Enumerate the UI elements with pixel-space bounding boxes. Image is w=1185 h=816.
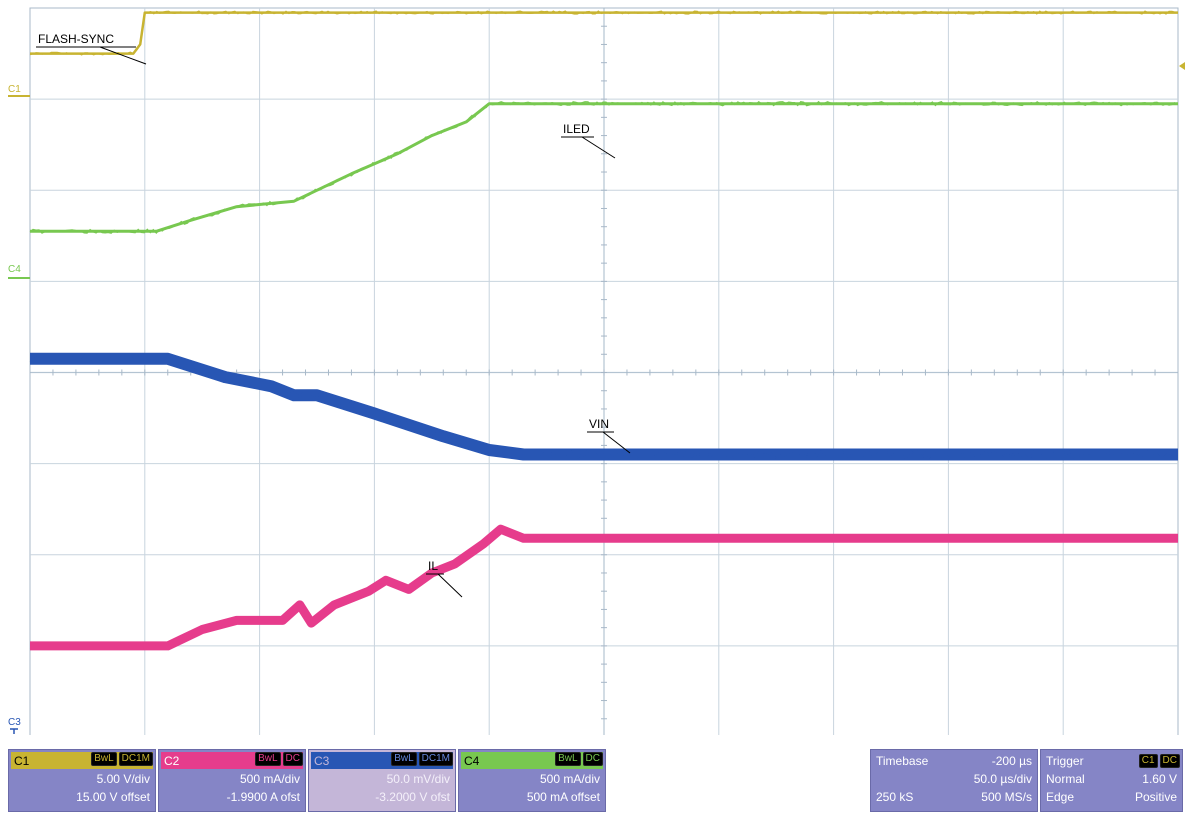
label-iled: ILED: [561, 122, 616, 159]
c4-marker: C4: [8, 264, 21, 275]
trigger-level: 1.60 V: [1142, 772, 1177, 786]
trigger-level-icon: [1179, 62, 1185, 70]
flash-sync-label: FLASH-SYNC: [38, 32, 114, 46]
timebase-panel[interactable]: Timebase -200 µs 50.0 µs/div 250 kS 500 …: [870, 749, 1038, 812]
label-flash-sync: FLASH-SYNC: [36, 32, 147, 65]
c2-tag-bwl: BwL: [255, 752, 281, 766]
c1-panel-label: C1: [14, 754, 30, 768]
c1-scale: 5.00 V/div: [96, 772, 150, 786]
trigger-panel[interactable]: Trigger C1 DC Normal 1.60 V Edge Positive: [1040, 749, 1183, 812]
c4-scale: 500 mA/div: [539, 772, 600, 786]
c3-arrow-icon: [10, 728, 18, 734]
c4-offset: 500 mA offset: [526, 790, 600, 804]
c2-offset: -1.9900 A ofst: [226, 790, 300, 804]
c3-offset: -3.2000 V ofst: [375, 790, 450, 804]
trigger-tag-coupling: DC: [1159, 754, 1180, 768]
c2-panel-label: C2: [164, 754, 180, 768]
timebase-scale: 50.0 µs/div: [973, 772, 1032, 786]
grid: [29, 7, 1179, 735]
c3-tag-coupling: DC1M: [418, 752, 453, 766]
c1-marker: C1: [8, 84, 21, 95]
trace-vin: [30, 352, 1178, 461]
traces: [29, 10, 1178, 651]
oscilloscope-plot: FLASH-SYNC ILED VIN IL C1 C4 C3: [8, 7, 1185, 735]
c4-tag-coupling: DC: [582, 752, 603, 766]
timebase-label: Timebase: [876, 754, 929, 768]
c4-panel[interactable]: C4 BwL DC 500 mA/div 500 mA offset: [458, 749, 606, 812]
timebase-rate: 500 MS/s: [981, 790, 1032, 804]
c3-panel[interactable]: C3 BwL DC1M 50.0 mV/div -3.2000 V ofst: [308, 749, 456, 812]
c3-marker: C3: [8, 717, 21, 728]
trace-noise-il: [29, 525, 1176, 650]
c3-scale: 50.0 mV/div: [386, 772, 450, 786]
trace-noise-flash-sync: [29, 10, 1176, 56]
trigger-type: Edge: [1046, 790, 1075, 804]
vin-label: VIN: [589, 417, 609, 431]
trace-noise-iled: [29, 100, 1176, 234]
label-vin: VIN: [587, 417, 631, 454]
c2-tag-coupling: DC: [282, 752, 303, 766]
trace-noise-vin: [29, 353, 1176, 460]
c3-tag-bwl: BwL: [391, 752, 417, 766]
trigger-mode: Normal: [1046, 772, 1085, 786]
c2-scale: 500 mA/div: [239, 772, 300, 786]
c1-tag-coupling: DC1M: [118, 752, 153, 766]
trigger-tag-source: C1: [1138, 754, 1158, 768]
il-label: IL: [428, 559, 438, 573]
c4-panel-label: C4: [464, 754, 480, 768]
c2-panel[interactable]: C2 BwL DC 500 mA/div -1.9900 A ofst: [158, 749, 306, 812]
timebase-delay: -200 µs: [991, 754, 1032, 768]
trigger-slope: Positive: [1134, 790, 1177, 804]
c1-offset: 15.00 V offset: [76, 790, 150, 804]
trigger-label: Trigger: [1046, 754, 1084, 768]
c3-panel-label: C3: [314, 754, 330, 768]
timebase-samples: 250 kS: [876, 790, 914, 804]
label-il: IL: [426, 559, 463, 598]
iled-label: ILED: [563, 122, 590, 136]
c1-tag-bwl: BwL: [91, 752, 117, 766]
c1-panel[interactable]: C1 BwL DC1M 5.00 V/div 15.00 V offset: [8, 749, 156, 812]
c4-tag-bwl: BwL: [555, 752, 581, 766]
